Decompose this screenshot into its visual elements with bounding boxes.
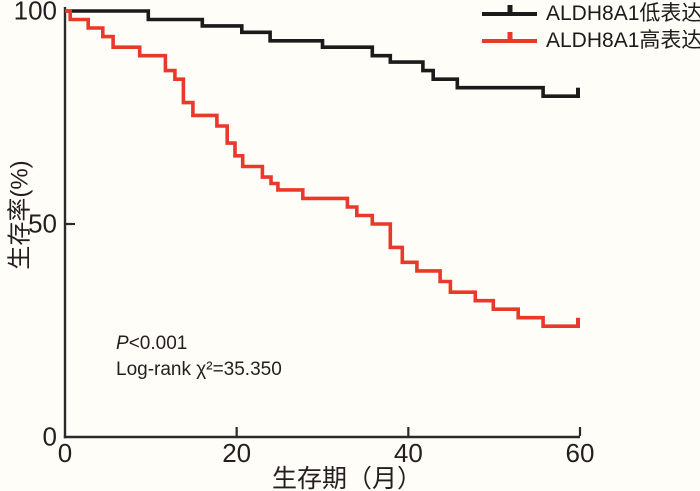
- survival-curve-low: [65, 9, 580, 98]
- legend-label-low: ALDH8A1低表达: [546, 2, 700, 25]
- censor-tick-icon: [507, 4, 512, 14]
- stats-annotation: P<0.001 Log-rank χ²=35.350: [116, 331, 282, 383]
- survival-curve-high: [65, 9, 580, 328]
- censor-tick-icon: [507, 31, 512, 41]
- y-axis-title: 生存率(%): [6, 160, 34, 270]
- x-axis-title: 生存期（月）: [271, 465, 423, 491]
- x-tick-label-0: 0: [58, 438, 72, 468]
- y-tick-label-100: 100: [14, 0, 57, 26]
- x-tick-label-40: 40: [394, 438, 423, 468]
- legend-item-high: ALDH8A1高表达: [482, 27, 700, 54]
- p-value-line: P<0.001: [116, 331, 282, 357]
- legend-line-high-icon: [482, 31, 537, 43]
- p-symbol: P: [116, 333, 129, 354]
- p-value: <0.001: [128, 333, 188, 354]
- logrank-line: Log-rank χ²=35.350: [116, 359, 282, 380]
- legend-line-low-icon: [482, 4, 537, 16]
- x-tick-label-20: 20: [222, 438, 251, 468]
- y-tick-label-50: 50: [28, 209, 57, 239]
- legend: ALDH8A1低表达 ALDH8A1高表达: [482, 0, 700, 54]
- legend-item-low: ALDH8A1低表达: [482, 0, 700, 27]
- legend-label-high: ALDH8A1高表达: [546, 29, 700, 52]
- x-tick-label-60: 60: [566, 438, 595, 468]
- y-tick-label-0: 0: [43, 422, 57, 452]
